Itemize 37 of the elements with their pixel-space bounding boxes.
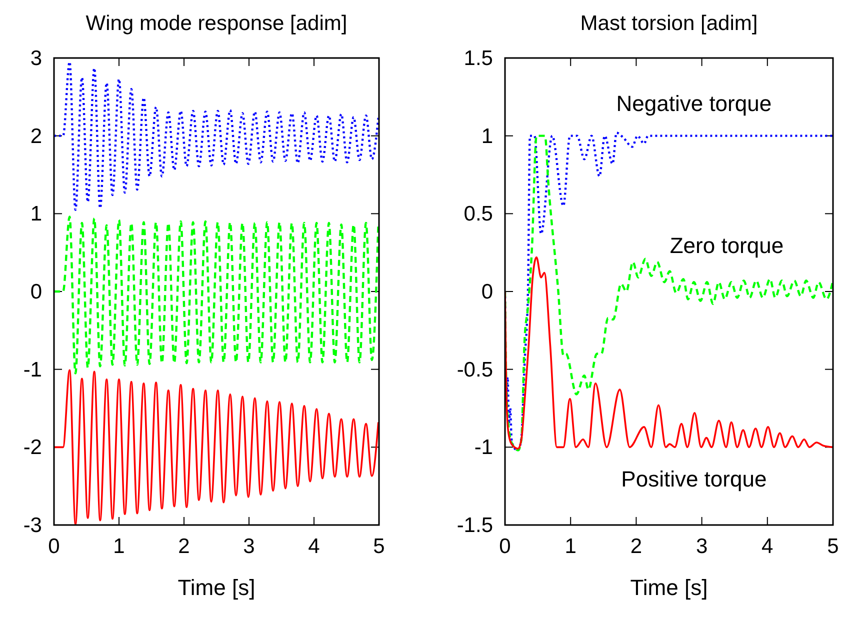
series-label: Positive torque	[621, 466, 767, 492]
y-tick-label: 1	[481, 124, 493, 148]
x-axis-title: Time [s]	[630, 575, 708, 600]
line-series	[54, 216, 379, 374]
line-series	[54, 369, 379, 525]
x-axis-title: Time [s]	[178, 575, 256, 600]
x-tick-label: 1	[113, 535, 125, 558]
x-tick-label: 3	[696, 535, 708, 558]
x-tick-label: 5	[827, 535, 839, 558]
series-label: Negative torque	[616, 91, 772, 116]
y-tick-label: 0.5	[464, 202, 493, 226]
x-tick-label: 5	[373, 535, 385, 558]
chart-title: Mast torsion [adim]	[580, 12, 758, 35]
y-tick-label: 3	[30, 47, 42, 70]
y-tick-label: 0	[481, 280, 493, 304]
y-tick-label: -1	[474, 436, 493, 460]
y-tick-label: -0.5	[456, 358, 493, 382]
y-tick-label: -1	[23, 358, 42, 382]
y-tick-label: -3	[23, 514, 42, 537]
y-tick-label: 1	[30, 202, 42, 226]
y-tick-label: 2	[30, 124, 42, 148]
x-tick-label: 0	[499, 535, 511, 558]
x-tick-label: 4	[308, 535, 320, 558]
y-tick-label: -1.5	[456, 514, 493, 537]
x-tick-label: 3	[243, 535, 255, 558]
x-tick-label: 4	[762, 535, 774, 558]
x-tick-label: 1	[564, 535, 576, 558]
y-tick-label: -2	[23, 436, 42, 460]
chart-title: Wing mode response [adim]	[86, 12, 348, 35]
y-tick-label: 0	[30, 280, 42, 304]
x-tick-label: 2	[178, 535, 190, 558]
y-tick-label: 1.5	[464, 47, 493, 70]
series-label: Zero torque	[670, 232, 784, 258]
line-series	[54, 60, 379, 211]
line-series	[505, 256, 833, 450]
x-tick-label: 2	[630, 535, 642, 558]
x-tick-label: 0	[48, 535, 60, 558]
